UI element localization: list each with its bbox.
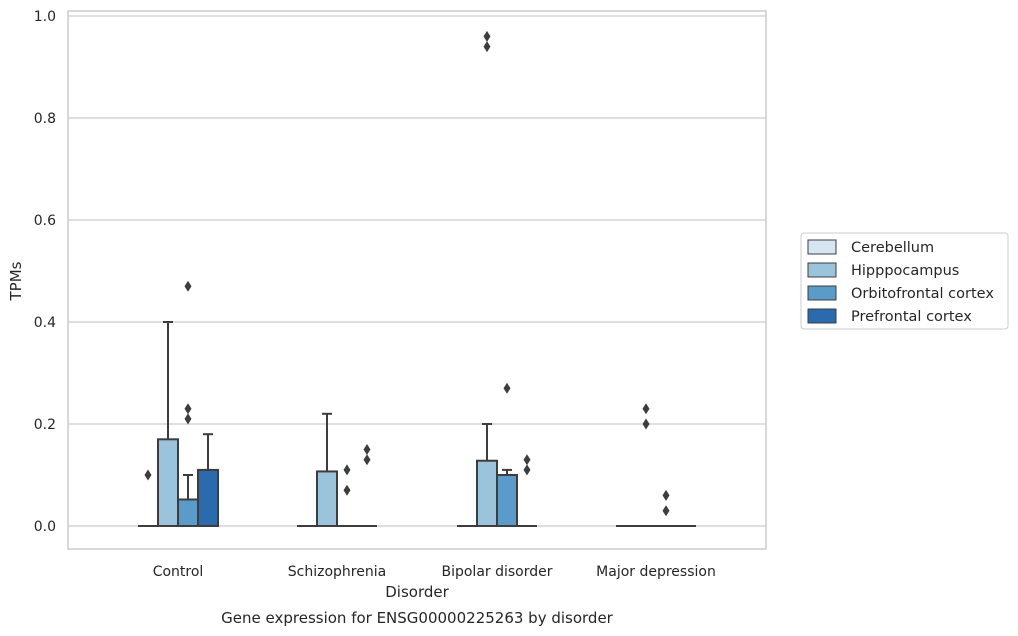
y-tick-label: 0.8: [34, 111, 56, 127]
legend-items: Cerebellum Hipppocampus Orbitofrontal cort…: [807, 239, 994, 325]
outlier-point: [363, 444, 371, 455]
outlier-point: [662, 505, 670, 517]
outlier-point: [503, 382, 511, 394]
outlier-point: [144, 469, 152, 481]
outlier-point: [184, 413, 192, 425]
y-tick-label: 0.2: [34, 417, 56, 433]
x-tick-label: Control: [153, 564, 204, 580]
outlier-point: [184, 403, 192, 415]
box: [316, 470, 338, 527]
box: [177, 498, 199, 528]
x-tick-labels: Control Schizophrenia Bipolar disorder Majo…: [153, 564, 716, 580]
chart-title: Gene expression for ENSG00000225263 by d…: [221, 609, 614, 627]
legend-swatch: [807, 285, 837, 301]
legend-swatch: [807, 262, 837, 278]
y-tick-label: 1.0: [34, 9, 56, 25]
outlier-point: [343, 484, 351, 496]
legend-swatch: [807, 308, 837, 324]
outlier-point: [483, 41, 491, 53]
legend-swatch: [807, 239, 837, 255]
legend-frame: [800, 232, 1009, 330]
plot-frame: [67, 10, 767, 550]
plot-background: [68, 11, 766, 549]
outlier-point: [523, 464, 531, 476]
y-tick-label: 0.0: [34, 519, 56, 535]
x-tick-label: Bipolar disorder: [441, 564, 552, 580]
y-axis-label: TPMs: [7, 261, 25, 301]
legend-label: Hipppocampus: [851, 263, 959, 279]
x-tick-label: Major depression: [596, 564, 716, 580]
x-tick-label: Schizophrenia: [288, 564, 386, 580]
boxes-layer: [138, 30, 696, 528]
box: [157, 438, 179, 527]
y-tick-labels: 0.0 0.2 0.4 0.6 0.8 1.0: [34, 9, 56, 535]
legend: Cerebellum Hipppocampus Orbitofrontal cort…: [800, 232, 1009, 330]
y-tick-label: 0.6: [34, 213, 56, 229]
x-axis-label: Disorder: [385, 583, 449, 601]
outlier-point: [363, 454, 371, 466]
box: [496, 474, 518, 527]
legend-label: Orbitofrontal cortex: [851, 286, 994, 302]
box: [197, 468, 219, 527]
outlier-point: [642, 403, 650, 415]
legend-label: Prefrontal cortex: [851, 309, 972, 325]
outlier-point: [642, 418, 650, 430]
box: [476, 459, 498, 527]
y-tick-label: 0.4: [34, 315, 56, 331]
outlier-point: [184, 280, 192, 292]
outlier-point: [483, 30, 491, 42]
outlier-point: [662, 489, 670, 501]
outlier-point: [343, 464, 351, 476]
legend-label: Cerebellum: [851, 240, 934, 256]
outlier-point: [523, 454, 531, 466]
